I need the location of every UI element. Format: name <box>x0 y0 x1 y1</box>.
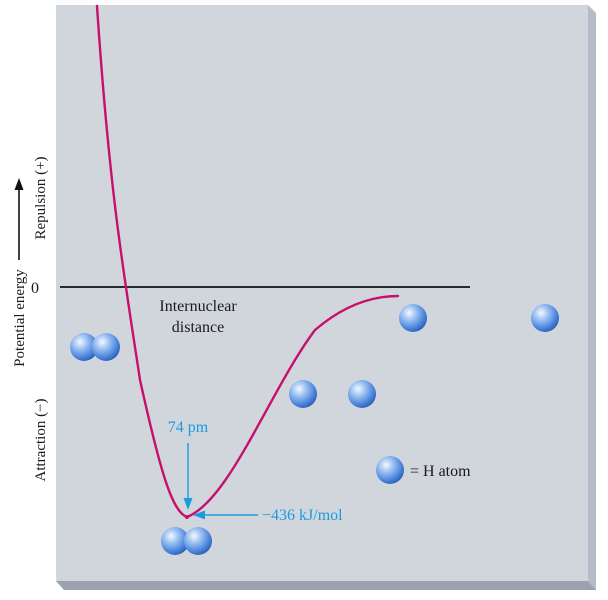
bond-energy-label: −436 kJ/mol <box>262 507 343 524</box>
h-atom-pair2-right <box>531 304 559 332</box>
bond-length-arrow <box>183 443 193 510</box>
y-zero-label: 0 <box>31 280 39 297</box>
series-line-potential-energy <box>95 4 400 519</box>
panel-shadow-right <box>588 5 596 590</box>
x-label-line2: distance <box>172 319 224 336</box>
y-axis-title: Potential energy <box>12 269 28 367</box>
y-label-attraction: Attraction (−) <box>33 398 49 481</box>
h-atom-pair1-right <box>348 380 376 408</box>
h-atom-pair2-left <box>399 304 427 332</box>
panel-shadow-bottom <box>56 581 596 590</box>
bond-length-label: 74 pm <box>168 419 209 436</box>
h2-molecule-upper <box>70 333 120 361</box>
plot-panel <box>56 5 588 581</box>
x-label-line1: Internuclear <box>159 298 237 315</box>
y-label-repulsion: Repulsion (+) <box>33 156 49 239</box>
h-atom-pair1-left <box>289 380 317 408</box>
h2-molecule-bottom <box>161 527 212 555</box>
legend-atom-icon <box>376 456 404 484</box>
minimum-point <box>185 515 189 519</box>
y-axis-arrow <box>14 178 24 260</box>
bond-energy-arrow <box>193 510 258 520</box>
legend-label: = H atom <box>410 463 471 480</box>
